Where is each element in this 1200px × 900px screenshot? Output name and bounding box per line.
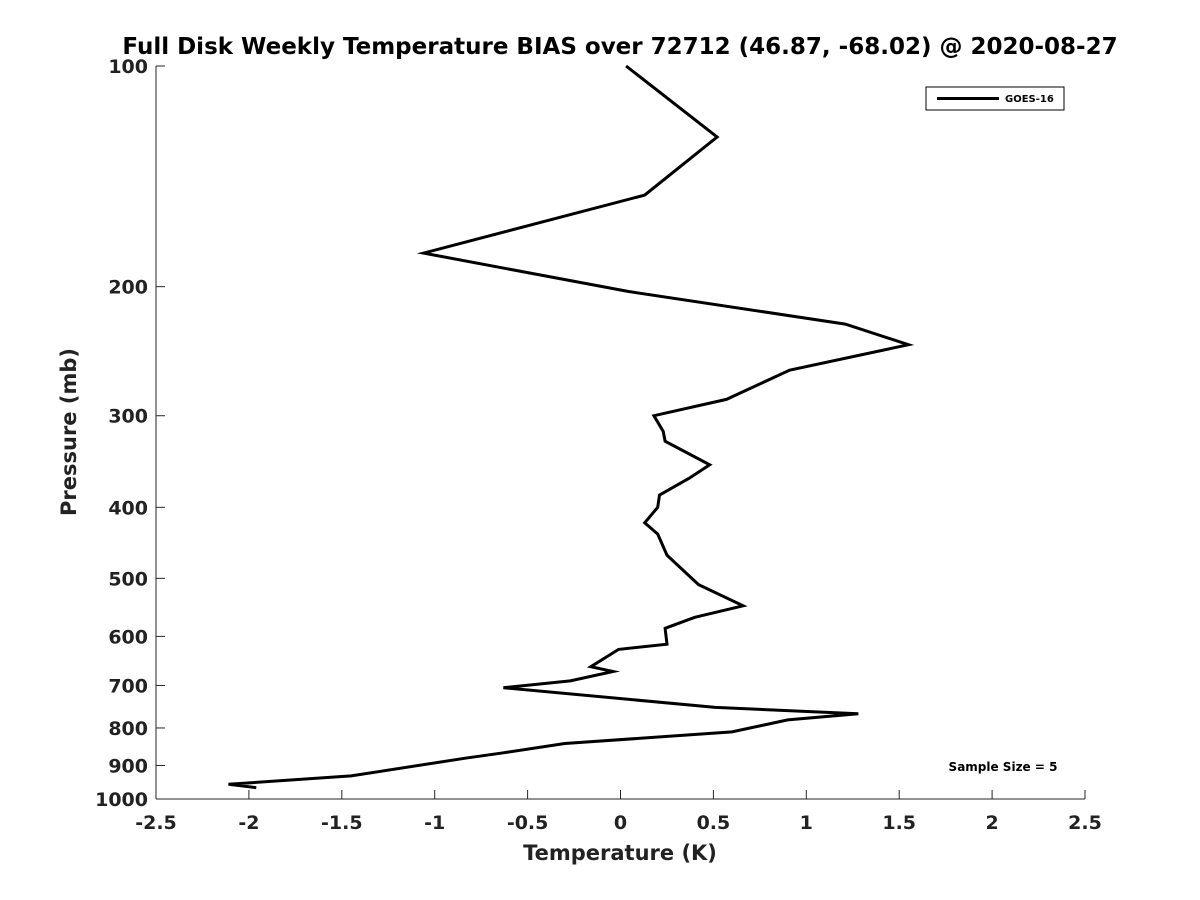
y-tick-label: 500 <box>108 568 148 590</box>
x-tick-label: -1.5 <box>321 812 363 834</box>
y-tick-label: 100 <box>108 56 148 78</box>
x-tick-label: -2 <box>238 812 259 834</box>
y-tick-label: 400 <box>108 497 148 519</box>
x-tick-label: 1.5 <box>882 812 916 834</box>
series-lines <box>228 64 915 790</box>
x-tick-label: 0.5 <box>697 812 731 834</box>
x-tick-label: -1 <box>424 812 445 834</box>
x-tick-label: 2.5 <box>1068 812 1102 834</box>
y-tick-label: 200 <box>108 277 148 299</box>
y-tick-label: 600 <box>108 626 148 648</box>
x-tick-label: -0.5 <box>507 812 549 834</box>
x-tick-label: 1 <box>800 812 813 834</box>
y-axis-ticks: 100 200 300 400 500 600 700 800 900 1000 <box>95 56 165 811</box>
y-tick-label: 800 <box>108 718 148 740</box>
sample-size-annotation: Sample Size = 5 <box>949 760 1058 774</box>
y-axis-label: Pressure (mb) <box>57 348 81 516</box>
x-axis-label: Temperature (K) <box>523 841 717 865</box>
legend-label-goes-16: GOES-16 <box>1005 94 1054 105</box>
y-tick-label: 700 <box>108 675 148 697</box>
y-tick-label: 900 <box>108 755 148 777</box>
x-tick-label: 0 <box>614 812 627 834</box>
x-tick-label: -2.5 <box>135 812 177 834</box>
y-tick-label: 300 <box>108 406 148 428</box>
y-tick-label: 1000 <box>95 789 148 811</box>
x-tick-label: 2 <box>985 812 998 834</box>
chart-title: Full Disk Weekly Temperature BIAS over 7… <box>122 34 1117 60</box>
legend: GOES-16 <box>925 86 1065 111</box>
series-line-goes-16 <box>228 64 915 790</box>
axes <box>155 66 1085 800</box>
x-axis-ticks: -2.5 -2 -1.5 -1 -0.5 0 0.5 1 1.5 2 2.5 <box>135 790 1102 834</box>
